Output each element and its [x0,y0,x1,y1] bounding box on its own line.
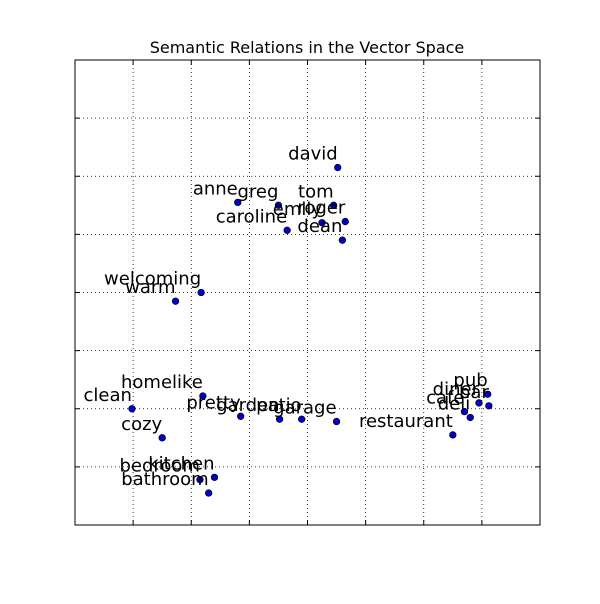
point-label-greg: greg [238,181,279,202]
data-point-cafe [460,408,469,416]
point-label-deli: deli [438,393,471,414]
data-points [128,163,493,497]
data-point-deli [466,413,474,422]
data-point-cozy [158,434,166,442]
point-label-bedroom: bedroom [119,456,200,477]
point-label-diner: diner [433,379,480,400]
data-point-anne [234,198,242,207]
data-point-garden [275,415,284,423]
point-label-patio: patio [256,395,302,416]
point-label-dean: dean [297,216,342,237]
data-point-patio [298,415,306,423]
point-label-pub: pub [453,370,487,391]
data-point-diner [475,399,483,407]
data-point-bar [485,402,493,410]
data-point-bedroom [196,476,204,484]
data-point-kitchen [210,473,219,481]
point-label-roger: roger [297,198,346,219]
data-point-caroline [283,226,291,234]
data-point-tom [330,201,338,209]
point-label-anne: anne [193,178,238,199]
point-label-tom: tom [298,181,334,202]
axis-ticks [75,60,540,525]
data-point-garage [332,417,341,426]
data-point-greg [274,201,283,209]
data-point-restaurant [449,431,457,439]
point-label-david: david [288,144,338,165]
point-label-garage: garage [273,398,336,419]
gridlines [75,60,540,525]
point-label-kitchen: kitchen [148,453,214,474]
point-label-emily: emily [273,199,323,220]
data-point-emily [318,219,326,227]
point-label-bathroom: bathroom [121,469,209,490]
data-point-warm [171,297,180,305]
data-point-pub [484,390,492,398]
point-label-homelike: homelike [121,372,203,393]
data-point-bathroom [205,489,213,497]
point-label-pretty: pretty [186,392,241,413]
data-point-homelike [199,392,207,400]
data-point-pretty [237,412,245,420]
point-label-cafe: cafe [426,388,464,409]
point-label-cozy: cozy [121,414,162,435]
point-label-restaurant: restaurant [359,411,453,432]
point-label-caroline: caroline [216,206,287,227]
point-label-garden: garden [216,395,279,416]
data-point-clean [128,405,136,413]
data-point-david [334,163,342,172]
point-label-bar: bar [459,382,489,403]
data-point-roger [341,217,349,226]
plot-area [74,59,541,526]
data-point-welcoming [197,288,205,297]
data-point-dean [338,236,347,244]
point-label-warm: warm [125,277,175,298]
point-label-welcoming: welcoming [104,269,201,290]
chart-title: Semantic Relations in the Vector Space [150,38,465,57]
point-label-clean: clean [84,385,132,406]
